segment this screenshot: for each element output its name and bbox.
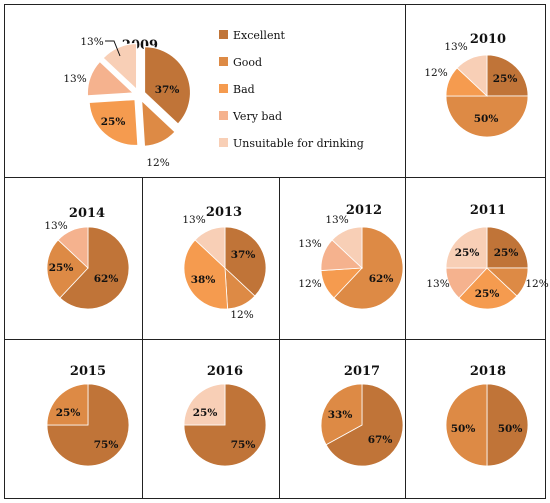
cell-2018	[405, 339, 546, 499]
pie-label-2011-excellent: 25%	[494, 247, 519, 259]
pie-slice-2014-very-bad	[57, 226, 89, 269]
pie-label-2014-excellent: 62%	[94, 273, 119, 285]
legend-label-good: Good	[233, 56, 262, 69]
legend-label-very-bad: Very bad	[232, 110, 282, 123]
pie-slice-2015-excellent	[46, 383, 130, 467]
pie-label-2013-good: 12%	[230, 309, 253, 321]
pie-label-2018-excellent: 50%	[498, 423, 523, 435]
pie-title-2010: 2010	[470, 32, 506, 47]
pie-label-2014-very-bad: 13%	[44, 220, 67, 232]
pie-title-2012: 2012	[346, 203, 382, 218]
pie-slice-2013-bad	[183, 239, 228, 310]
pie-title-2011: 2011	[470, 203, 506, 218]
pie-label-2012-bad: 12%	[298, 278, 321, 290]
pie-slice-2009-excellent	[143, 46, 192, 125]
pie-slice-2011-excellent	[486, 226, 529, 269]
pie-label-2017-good: 33%	[328, 409, 353, 421]
pie-label-2011-bad: 25%	[475, 288, 500, 300]
pie-label-2009-very-bad: 13%	[63, 73, 86, 85]
pie-label-2009-good: 12%	[146, 157, 169, 169]
pie-slice-2009-bad	[88, 98, 139, 147]
legend-label-unsuitable: Unsuitable for drinking	[233, 137, 364, 150]
pie-slice-2017-good	[320, 383, 363, 446]
pie-label-2010-good: 50%	[474, 113, 499, 125]
pie-label-2016-excellent: 75%	[231, 439, 256, 451]
pie-slice-2016-unsuitable-for-drinking	[183, 383, 226, 426]
pie-slice-2009-good	[140, 98, 176, 147]
pie-label-2016-unsuitable-for-drinking: 25%	[193, 407, 218, 419]
pie-title-2014: 2014	[69, 206, 105, 221]
pie-title-2018: 2018	[470, 364, 506, 379]
pie-label-2009-bad: 25%	[101, 116, 126, 128]
pie-label-2017-excellent: 67%	[368, 434, 393, 446]
legend-swatch-very-bad	[219, 111, 228, 120]
pie-label-2009-excellent: 37%	[155, 84, 180, 96]
pie-slice-2015-good	[46, 383, 89, 426]
legend-label-bad: Bad	[233, 83, 255, 96]
pie-label-2011-good: 12%	[525, 278, 548, 290]
pie-label-2014-good: 25%	[49, 262, 74, 274]
pie-slice-2010-unsuitable-for-drinking	[456, 54, 488, 97]
pie-label-2013-excellent: 37%	[231, 249, 256, 261]
pie-label-2015-excellent: 75%	[94, 439, 119, 451]
pie-slice-2009-very-bad	[86, 60, 135, 97]
pie-label-2011-unsuitable-for-drinking: 25%	[455, 247, 480, 259]
pie-slice-2018-good	[445, 383, 488, 467]
legend-swatch-good	[219, 57, 228, 66]
pie-label-2013-bad: 38%	[191, 274, 216, 286]
cell-2009	[4, 4, 406, 178]
pie-title-2017: 2017	[344, 364, 380, 379]
pie-label-2012-good: 62%	[369, 273, 394, 285]
pie-slice-2010-excellent	[486, 54, 529, 97]
pie-slice-2013-excellent	[224, 226, 267, 297]
pie-slice-2012-unsuitable-for-drinking	[331, 226, 363, 269]
pie-label-2010-unsuitable-for-drinking: 13%	[444, 41, 467, 53]
pie-label-2013-unsuitable-for-drinking: 13%	[182, 214, 205, 226]
pie-slice-2014-excellent	[59, 226, 130, 310]
pie-slice-2014-good	[46, 239, 89, 299]
pie-slice-2012-good	[333, 226, 404, 310]
pie-title-2016: 2016	[207, 364, 243, 379]
pie-slice-2017-excellent	[325, 383, 404, 467]
pie-label-2018-good: 50%	[451, 423, 476, 435]
pie-label-2012-unsuitable-for-drinking: 13%	[325, 214, 348, 226]
pie-slice-2018-excellent	[486, 383, 529, 467]
pie-slice-2009-unsuitable-for-drinking	[102, 42, 138, 91]
pie-label-2015-good: 25%	[56, 407, 81, 419]
pie-title-2015: 2015	[70, 364, 106, 379]
pie-slice-2016-excellent	[183, 383, 267, 467]
pie-slice-2013-unsuitable-for-drinking	[194, 226, 226, 269]
pie-slice-2011-bad	[458, 267, 518, 310]
legend-swatch-bad	[219, 84, 228, 93]
legend: Excellent Good Bad Very bad Unsuitable f…	[219, 29, 364, 150]
legend-swatch-excellent	[219, 30, 228, 39]
legend-label-excellent: Excellent	[233, 29, 286, 42]
pie-label-2011-very-bad: 13%	[426, 278, 449, 290]
pie-title-2013: 2013	[206, 205, 242, 220]
pie-label-2010-bad: 12%	[424, 67, 447, 79]
legend-swatch-unsuitable	[219, 138, 228, 147]
pie-label-2012-very-bad: 13%	[298, 238, 321, 250]
pie-slice-2010-good	[445, 95, 529, 138]
pie-label-2009-unsuitable-for-drinking: 13%	[80, 36, 103, 48]
pie-label-2010-excellent: 25%	[493, 73, 518, 85]
pie-slice-2011-unsuitable-for-drinking	[445, 226, 488, 269]
pie-leader-line-2009	[105, 40, 121, 57]
